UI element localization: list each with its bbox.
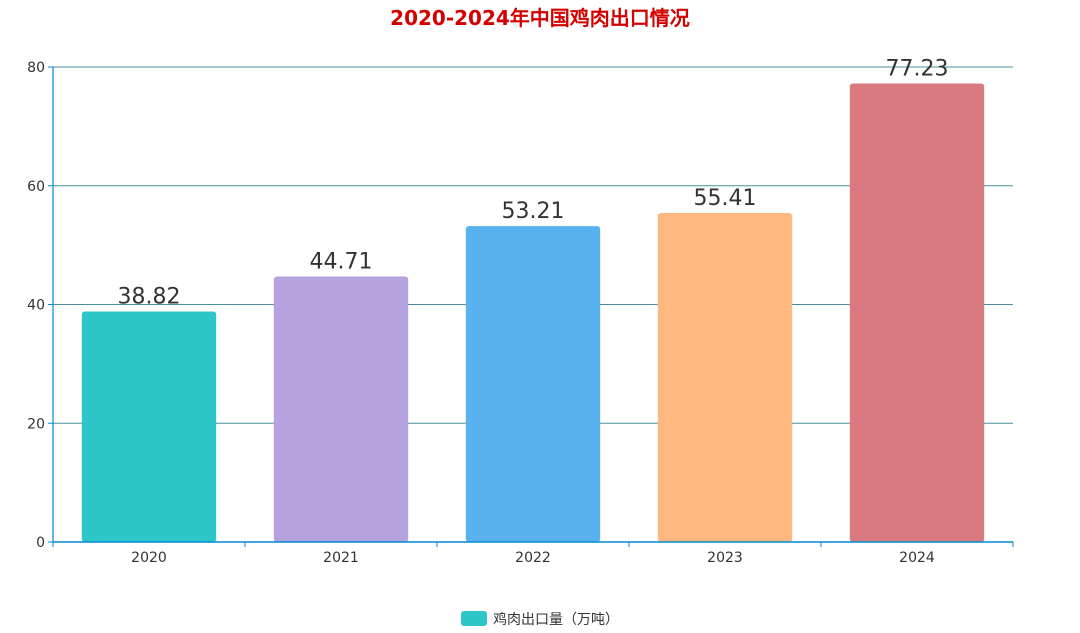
data-label: 38.82 bbox=[118, 285, 181, 310]
bar[interactable] bbox=[657, 213, 793, 543]
x-tick-label: 2023 bbox=[707, 550, 743, 566]
bars bbox=[81, 83, 985, 543]
y-tick-label: 20 bbox=[27, 416, 45, 432]
data-label: 77.23 bbox=[886, 56, 949, 81]
bar[interactable] bbox=[81, 311, 217, 542]
y-tick-label: 60 bbox=[27, 179, 45, 195]
data-label: 55.41 bbox=[694, 186, 757, 211]
x-tick-label: 2022 bbox=[515, 550, 551, 566]
y-tick-label: 0 bbox=[36, 535, 45, 551]
y-tick-label: 80 bbox=[27, 60, 45, 76]
bar[interactable] bbox=[465, 226, 601, 543]
legend[interactable]: 鸡肉出口量（万吨） bbox=[0, 609, 1080, 629]
data-label: 44.71 bbox=[310, 250, 373, 275]
bar-chart: 0 20 40 60 80 2020 2021 2022 2023 2024 38.82 44.7… bbox=[27, 56, 1014, 566]
data-label: 53.21 bbox=[502, 199, 565, 224]
x-tick-label: 2024 bbox=[899, 550, 935, 566]
y-axis: 0 20 40 60 80 bbox=[27, 60, 54, 551]
x-tick-label: 2021 bbox=[323, 550, 359, 566]
bar[interactable] bbox=[849, 83, 985, 543]
x-tick-label: 2020 bbox=[131, 550, 167, 566]
chart-title: 2020-2024年中国鸡肉出口情况 bbox=[390, 6, 690, 30]
x-axis: 2020 2021 2022 2023 2024 bbox=[52, 541, 1014, 566]
y-tick-label: 40 bbox=[27, 298, 45, 314]
data-labels: 38.82 44.71 53.21 55.41 77.23 bbox=[118, 56, 949, 309]
legend-label: 鸡肉出口量（万吨） bbox=[493, 612, 619, 628]
bar[interactable] bbox=[273, 276, 409, 542]
legend-swatch bbox=[461, 611, 487, 626]
